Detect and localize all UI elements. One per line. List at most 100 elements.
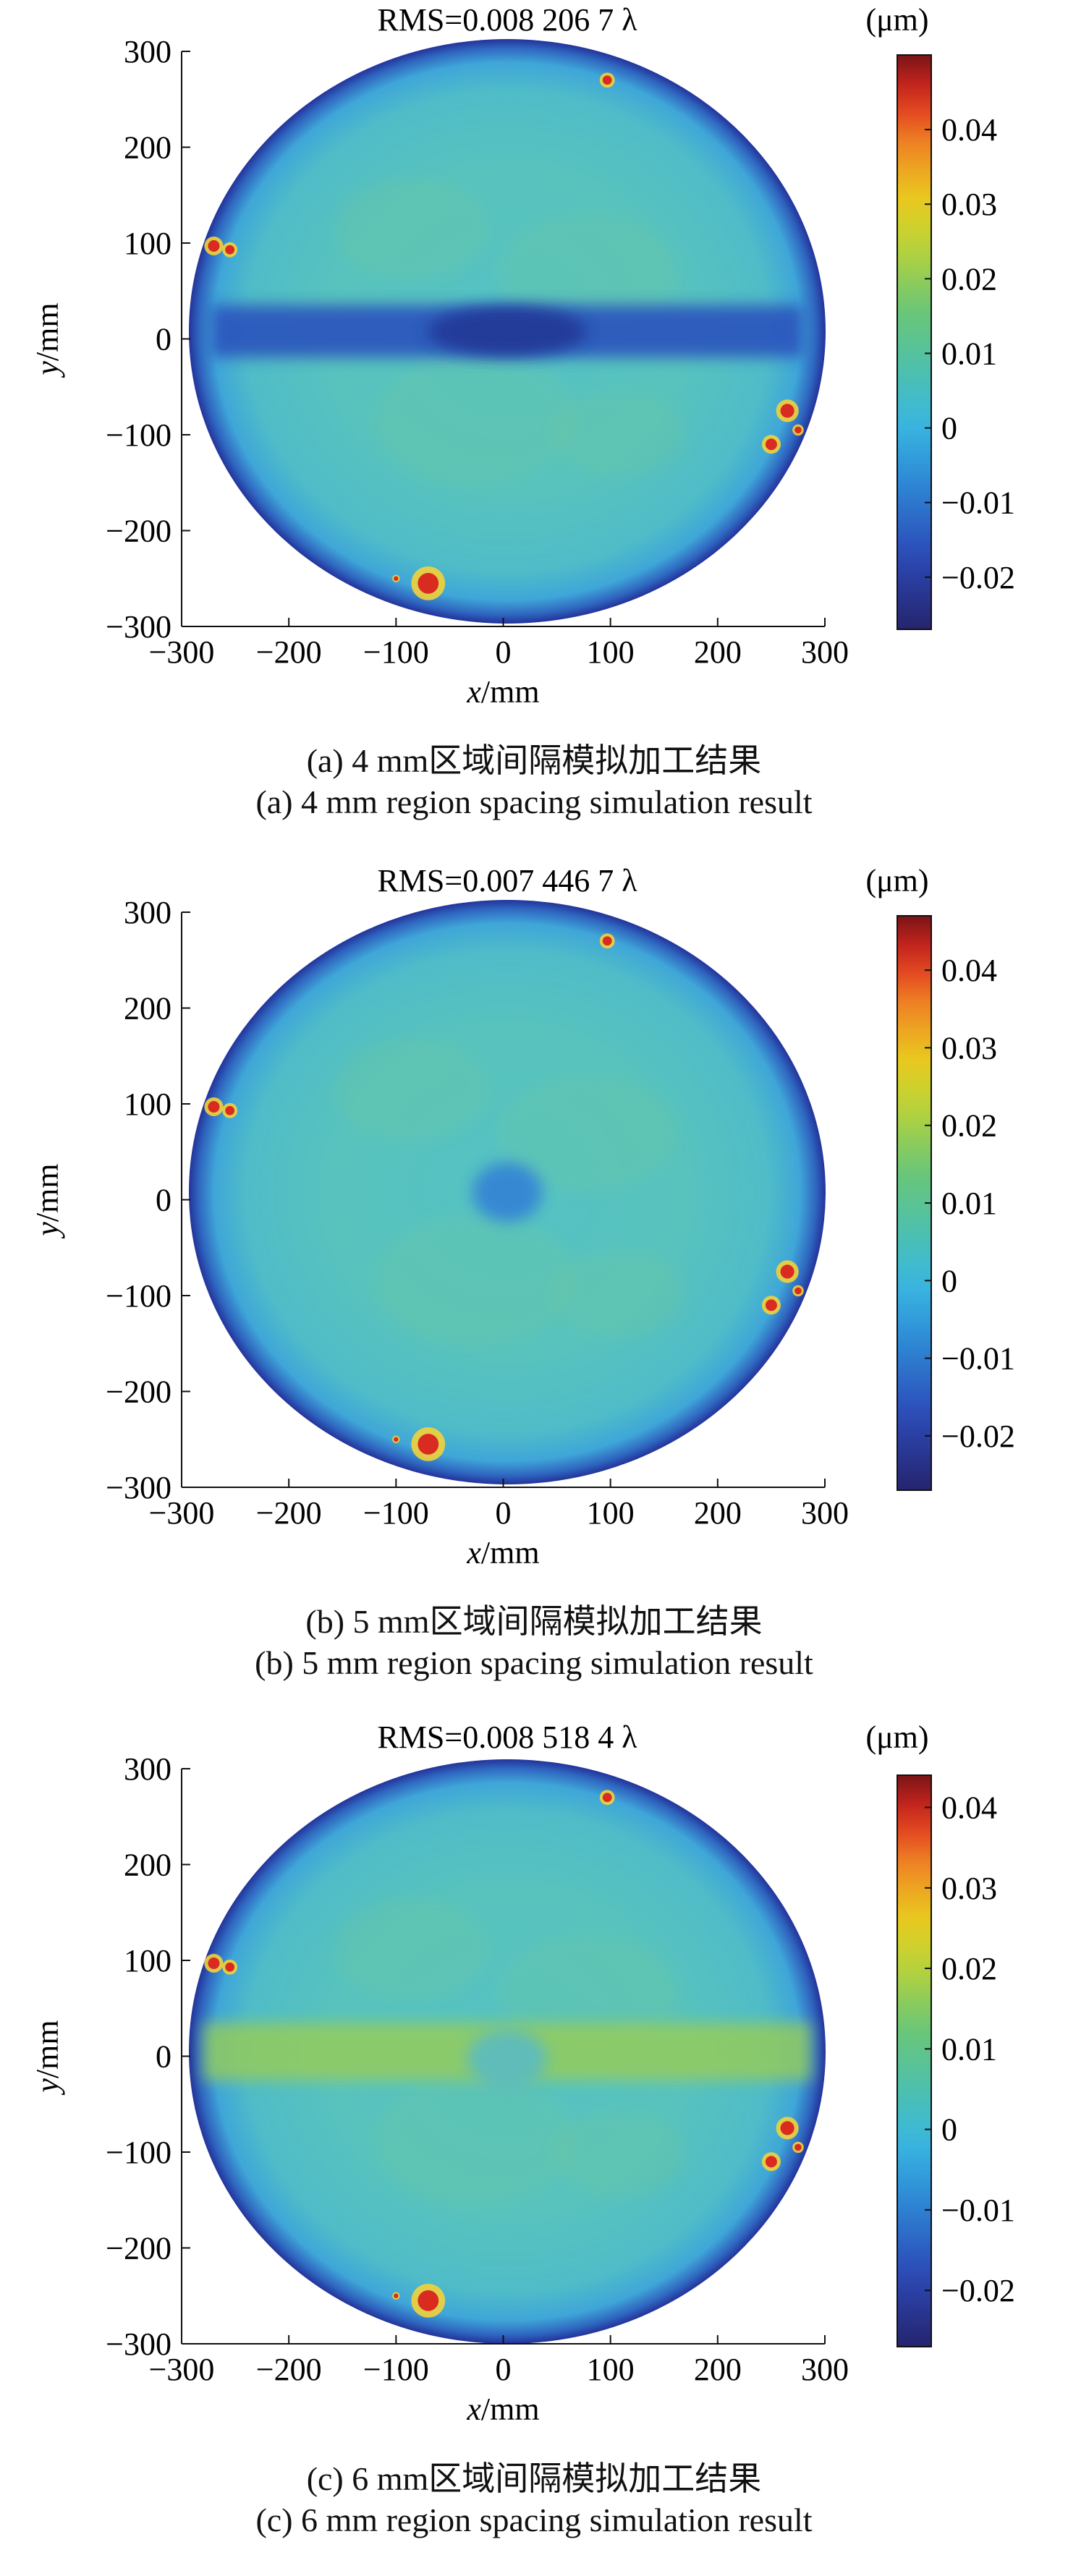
heatmap-svg: RMS=0.008 518 4 λ (μm) −300 −200 −100 0 100 200… xyxy=(30,1723,1015,2427)
hot-spot xyxy=(225,1105,235,1115)
subplot-a: RMS=0.008 206 7 λ (μm) −300 −200 −100 0 100 200… xyxy=(0,0,1068,861)
y-tick-label: 0 xyxy=(156,1183,171,1218)
surface-texture xyxy=(334,1038,490,1142)
x-tick-label: 200 xyxy=(694,1495,742,1531)
y-tick-label: 300 xyxy=(124,1751,171,1787)
x-tick-label: 300 xyxy=(801,2352,849,2387)
x-tick-label: 100 xyxy=(587,634,635,670)
caption-en: (b) 5 mm region spacing simulation resul… xyxy=(255,1644,813,1681)
surface-texture xyxy=(375,2073,576,2206)
x-tick-label: −200 xyxy=(256,2352,322,2387)
colorbar-tick-label: −0.02 xyxy=(941,560,1015,595)
band-core xyxy=(428,307,587,356)
caption-en: (c) 6 mm region spacing simulation resul… xyxy=(255,2501,813,2538)
colorbar-tick-label: 0.01 xyxy=(941,2031,997,2067)
hot-spot xyxy=(794,1287,802,1295)
center-spot xyxy=(472,1162,542,1222)
colorbar-tick-label: 0.03 xyxy=(941,1030,997,1066)
subplot-b: RMS=0.007 446 7 λ (μm) −300 −200 −100 0 100 200… xyxy=(0,861,1068,1722)
x-tick-label: −300 xyxy=(149,634,215,670)
y-tick-label: 0 xyxy=(156,2039,171,2075)
colorbar-tick-label: 0.04 xyxy=(941,1790,997,1826)
colorbar-tick-label: −0.02 xyxy=(941,2273,1015,2308)
hot-spot xyxy=(602,1793,612,1803)
x-axis-label: x/mm xyxy=(466,674,539,710)
surface-texture xyxy=(375,1214,576,1346)
y-tick-label: 300 xyxy=(124,895,171,930)
hot-spot xyxy=(780,2121,794,2135)
hot-spot xyxy=(602,75,612,85)
surface-texture xyxy=(551,2109,686,2198)
y-tick-label: −200 xyxy=(106,2231,171,2266)
y-tick-label: −300 xyxy=(106,2326,171,2362)
subplot-c: RMS=0.008 518 4 λ (μm) −300 −200 −100 0 100 200… xyxy=(0,1723,1068,2576)
colorbar-tick-label: −0.01 xyxy=(941,1341,1015,1377)
colorbar xyxy=(897,1774,932,2347)
y-tick-label: 0 xyxy=(156,322,171,357)
y-axis-label: y/mm xyxy=(30,2020,65,2095)
x-axis-label: x/mm xyxy=(466,2392,539,2427)
surface-texture xyxy=(497,1934,677,2052)
x-tick-label: −200 xyxy=(256,1495,322,1531)
surface-texture xyxy=(375,353,576,485)
hot-spot xyxy=(208,239,220,252)
y-axis-label: y/mm xyxy=(30,1163,65,1238)
colorbar-unit: (μm) xyxy=(865,1723,928,1755)
hot-spot xyxy=(765,438,777,451)
hot-spot xyxy=(602,936,612,946)
colorbar-tick-label: 0.04 xyxy=(941,112,997,148)
chart-title: RMS=0.007 446 7 λ xyxy=(377,863,637,898)
y-tick-label: −200 xyxy=(106,514,171,549)
x-tick-label: −100 xyxy=(363,2352,429,2387)
hot-spot xyxy=(765,1299,777,1312)
chart-title: RMS=0.008 518 4 λ xyxy=(377,1723,637,1755)
colorbar-unit: (μm) xyxy=(865,2,928,38)
x-tick-label: −300 xyxy=(149,1495,215,1531)
y-tick-label: 300 xyxy=(124,34,171,69)
y-tick-label: 100 xyxy=(124,226,171,261)
hot-spot xyxy=(780,404,794,418)
hot-spot xyxy=(794,426,802,434)
surface-texture xyxy=(334,177,490,281)
chart-title: RMS=0.008 206 7 λ xyxy=(377,2,637,38)
x-tick-label: −100 xyxy=(363,634,429,670)
colorbar-tick-label: 0.04 xyxy=(941,953,997,988)
colorbar-tick-label: 0 xyxy=(941,2112,957,2148)
hot-spot xyxy=(418,2290,439,2311)
y-tick-label: 200 xyxy=(124,991,171,1026)
x-tick-label: 300 xyxy=(801,1495,849,1531)
hot-spot xyxy=(394,576,399,581)
hot-spot xyxy=(418,1433,439,1455)
surface-texture xyxy=(551,389,686,478)
x-tick-label: −100 xyxy=(363,1495,429,1531)
x-tick-label: 0 xyxy=(496,2352,512,2387)
x-tick-label: 100 xyxy=(587,2352,635,2387)
y-tick-label: −100 xyxy=(106,417,171,453)
x-tick-label: 100 xyxy=(587,1495,635,1531)
x-tick-label: −300 xyxy=(149,2352,215,2387)
surface-texture xyxy=(334,1897,490,2001)
colorbar-tick-label: −0.02 xyxy=(941,1419,1015,1454)
y-tick-label: −300 xyxy=(106,1470,171,1505)
surface-texture xyxy=(497,214,677,332)
y-tick-label: 200 xyxy=(124,1848,171,1883)
colorbar-tick-label: −0.01 xyxy=(941,485,1015,521)
x-tick-label: 0 xyxy=(496,1495,512,1531)
hot-spot xyxy=(208,1100,220,1113)
colorbar-tick-label: 0.03 xyxy=(941,1871,997,1906)
hot-spot xyxy=(418,572,439,594)
hot-spot xyxy=(208,1957,220,1969)
y-axis-label: y/mm xyxy=(30,302,65,378)
heatmap-svg: RMS=0.007 446 7 λ (μm) −300 −200 −100 0 100 200… xyxy=(30,863,1015,1570)
y-tick-label: −200 xyxy=(106,1374,171,1410)
colorbar-unit: (μm) xyxy=(865,863,928,898)
hot-spot xyxy=(225,1962,235,1972)
hot-spot xyxy=(780,1264,794,1279)
heatmap-svg: RMS=0.008 206 7 λ (μm) −300 −200 −100 0 100 200… xyxy=(30,2,1015,710)
hot-spot xyxy=(765,2156,777,2168)
colorbar-tick-label: 0.03 xyxy=(941,187,997,222)
x-tick-label: 200 xyxy=(694,2352,742,2387)
caption-cn: (b) 5 mm区域间隔模拟加工结果 xyxy=(305,1603,763,1640)
colorbar-tick-label: 0.01 xyxy=(941,336,997,371)
colorbar xyxy=(897,54,932,630)
